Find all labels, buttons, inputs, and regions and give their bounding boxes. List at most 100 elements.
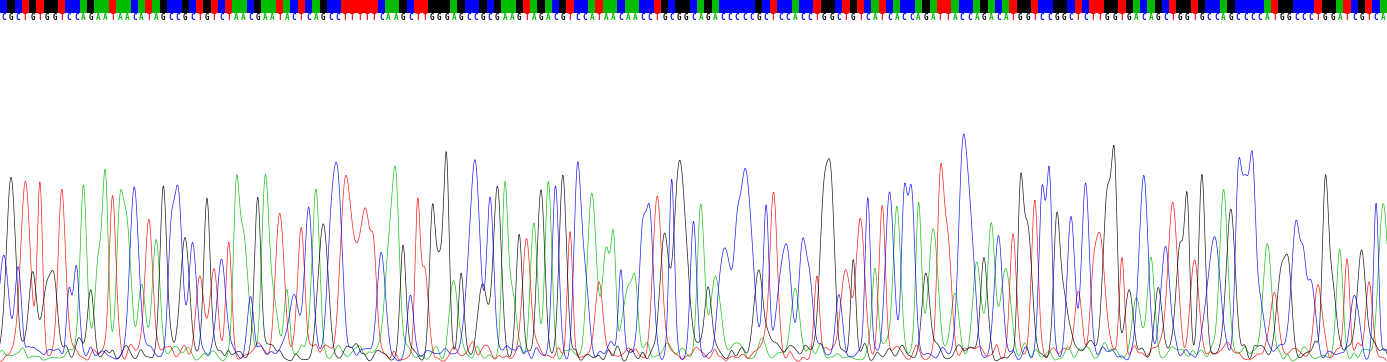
Bar bbox=[189, 0, 196, 13]
Text: T: T bbox=[1011, 13, 1015, 22]
Bar bbox=[660, 0, 669, 13]
Bar bbox=[574, 0, 581, 13]
Text: C: C bbox=[1164, 13, 1168, 22]
Text: C: C bbox=[74, 13, 79, 22]
Bar bbox=[1046, 0, 1053, 13]
Bar bbox=[1133, 0, 1140, 13]
Text: T: T bbox=[24, 13, 28, 22]
Text: C: C bbox=[248, 13, 252, 22]
Bar bbox=[559, 0, 566, 13]
Text: T: T bbox=[1076, 13, 1080, 22]
Text: T: T bbox=[1171, 13, 1175, 22]
Text: C: C bbox=[800, 13, 804, 22]
Text: C: C bbox=[1258, 13, 1262, 22]
Text: A: A bbox=[612, 13, 616, 22]
Bar bbox=[756, 0, 763, 13]
Text: G: G bbox=[1287, 13, 1291, 22]
Text: C: C bbox=[1040, 13, 1044, 22]
Bar bbox=[603, 0, 610, 13]
Text: C: C bbox=[720, 13, 725, 22]
Bar bbox=[842, 0, 850, 13]
Text: A: A bbox=[270, 13, 275, 22]
Text: T: T bbox=[356, 13, 362, 22]
Bar bbox=[356, 0, 363, 13]
Bar bbox=[1162, 0, 1169, 13]
Bar bbox=[377, 0, 384, 13]
Bar bbox=[1322, 0, 1329, 13]
Text: G: G bbox=[1112, 13, 1117, 22]
Text: T: T bbox=[567, 13, 573, 22]
Text: C: C bbox=[648, 13, 652, 22]
Bar bbox=[1286, 0, 1293, 13]
Text: T: T bbox=[277, 13, 282, 22]
Text: A: A bbox=[241, 13, 245, 22]
Bar bbox=[1118, 0, 1126, 13]
Text: T: T bbox=[212, 13, 216, 22]
Text: T: T bbox=[1345, 13, 1350, 22]
Bar bbox=[806, 0, 813, 13]
Bar bbox=[698, 0, 705, 13]
Text: C: C bbox=[967, 13, 972, 22]
Bar bbox=[588, 0, 595, 13]
Text: C: C bbox=[742, 13, 746, 22]
Text: C: C bbox=[15, 13, 21, 22]
Bar bbox=[1060, 0, 1068, 13]
Text: A: A bbox=[989, 13, 993, 22]
Bar bbox=[1270, 0, 1277, 13]
Bar bbox=[1104, 0, 1111, 13]
Bar bbox=[1169, 0, 1176, 13]
Text: G: G bbox=[1126, 13, 1132, 22]
Text: G: G bbox=[662, 13, 667, 22]
Text: A: A bbox=[1148, 13, 1154, 22]
Bar bbox=[160, 0, 166, 13]
Bar bbox=[319, 0, 327, 13]
Bar bbox=[1126, 0, 1133, 13]
Bar bbox=[204, 0, 211, 13]
Text: C: C bbox=[1250, 13, 1255, 22]
Text: C: C bbox=[329, 13, 333, 22]
Bar bbox=[988, 0, 994, 13]
Text: C: C bbox=[190, 13, 194, 22]
Bar bbox=[94, 0, 101, 13]
Bar bbox=[1176, 0, 1183, 13]
Text: C: C bbox=[408, 13, 412, 22]
Text: A: A bbox=[1337, 13, 1343, 22]
Text: C: C bbox=[996, 13, 1001, 22]
Text: T: T bbox=[524, 13, 528, 22]
Text: C: C bbox=[1069, 13, 1074, 22]
Text: T: T bbox=[596, 13, 602, 22]
Text: T: T bbox=[147, 13, 151, 22]
Bar bbox=[370, 0, 377, 13]
Text: T: T bbox=[197, 13, 203, 22]
Bar bbox=[886, 0, 893, 13]
Bar bbox=[1183, 0, 1191, 13]
Text: C: C bbox=[1294, 13, 1298, 22]
Text: A: A bbox=[1003, 13, 1008, 22]
Text: C: C bbox=[888, 13, 892, 22]
Text: A: A bbox=[103, 13, 108, 22]
Text: G: G bbox=[1018, 13, 1022, 22]
Bar bbox=[218, 0, 225, 13]
Bar bbox=[835, 0, 842, 13]
Text: A: A bbox=[895, 13, 899, 22]
Text: C: C bbox=[1301, 13, 1305, 22]
Text: A: A bbox=[1222, 13, 1226, 22]
Text: A: A bbox=[125, 13, 129, 22]
Bar bbox=[922, 0, 929, 13]
Bar bbox=[1227, 0, 1234, 13]
Bar bbox=[1031, 0, 1039, 13]
Text: T: T bbox=[859, 13, 863, 22]
Bar bbox=[72, 0, 80, 13]
Text: C: C bbox=[691, 13, 696, 22]
Text: G: G bbox=[459, 13, 463, 22]
Text: T: T bbox=[1366, 13, 1372, 22]
Text: T: T bbox=[1032, 13, 1037, 22]
Bar bbox=[705, 0, 712, 13]
Bar bbox=[1264, 0, 1270, 13]
Bar bbox=[1140, 0, 1147, 13]
Bar bbox=[1344, 0, 1351, 13]
Text: C: C bbox=[619, 13, 623, 22]
Text: G: G bbox=[205, 13, 209, 22]
Text: C: C bbox=[1236, 13, 1240, 22]
Text: T: T bbox=[843, 13, 849, 22]
